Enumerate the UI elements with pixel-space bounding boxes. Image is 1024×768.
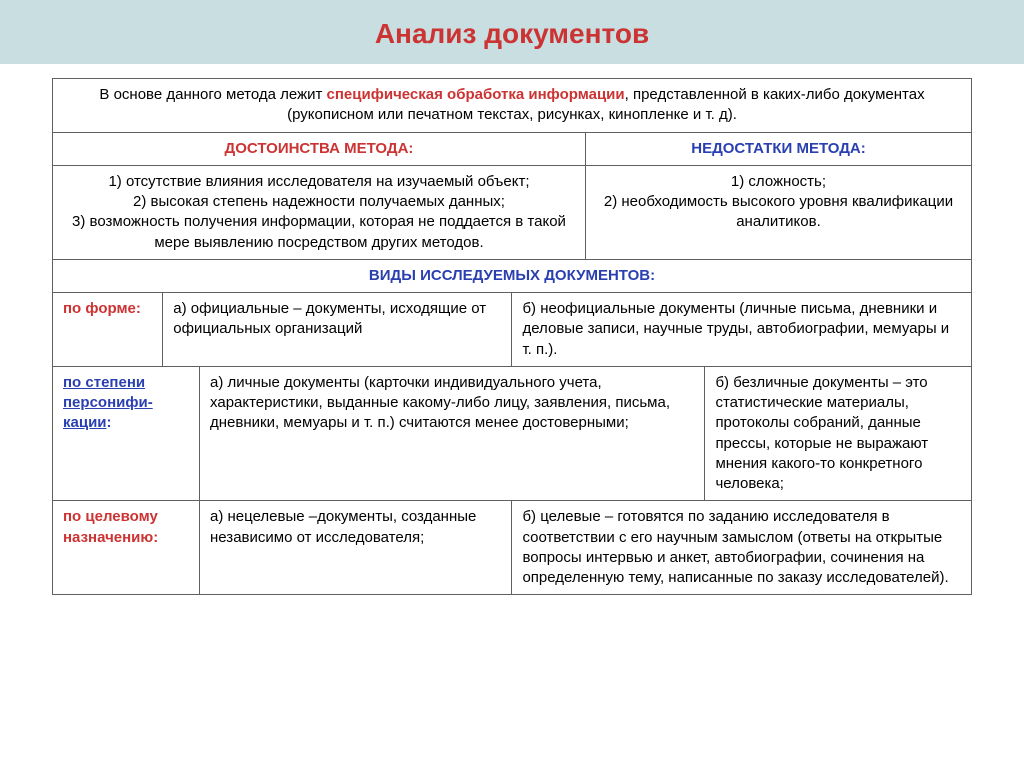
types-header: ВИДЫ ИССЛЕДУЕМЫХ ДОКУМЕНТОВ: [53, 259, 972, 292]
dis-1: 1) сложность; [596, 172, 961, 192]
analysis-table: В основе данного метода лежит специфичес… [52, 78, 972, 595]
by-purpose-label: по целевому назначению: [53, 501, 200, 595]
adv-2: 2) высокая степень надежности получаемых… [63, 192, 575, 212]
by-person-a: а) личные документы (карточки индивидуал… [200, 366, 705, 501]
intro-cell: В основе данного метода лежит специфичес… [53, 79, 972, 133]
title-band: Анализ документов [0, 0, 1024, 64]
advantages-cell: 1) отсутствие влияния исследователя на и… [53, 165, 586, 259]
page-title: Анализ документов [0, 18, 1024, 50]
by-person-b: б) безличные документы – это статистичес… [705, 366, 972, 501]
by-form-a: а) официальные – документы, исходящие от… [163, 293, 512, 367]
adv-1: 1) отсутствие влияния исследователя на и… [63, 172, 575, 192]
by-form-b: б) неофициальные документы (личные письм… [512, 293, 972, 367]
advantages-header: ДОСТОИНСТВА МЕТОДА: [53, 132, 586, 165]
by-person-label-suffix: : [107, 414, 112, 431]
intro-highlight: специфическая обработка информации [327, 86, 625, 103]
dis-2: 2) необходимость высокого уровня квалифи… [596, 192, 961, 233]
by-purpose-b: б) целевые – готовятся по заданию исслед… [512, 501, 972, 595]
adv-3: 3) возможность получения информации, кот… [63, 212, 575, 253]
disadvantages-cell: 1) сложность; 2) необходимость высокого … [585, 165, 971, 259]
by-form-label: по форме: [53, 293, 163, 367]
by-person-label-cell: по степени персонифи-кации: [53, 366, 200, 501]
intro-pre: В основе данного метода лежит [99, 86, 326, 103]
disadvantages-header: НЕДОСТАТКИ МЕТОДА: [585, 132, 971, 165]
by-purpose-a: а) нецелевые –документы, созданные незав… [200, 501, 512, 595]
